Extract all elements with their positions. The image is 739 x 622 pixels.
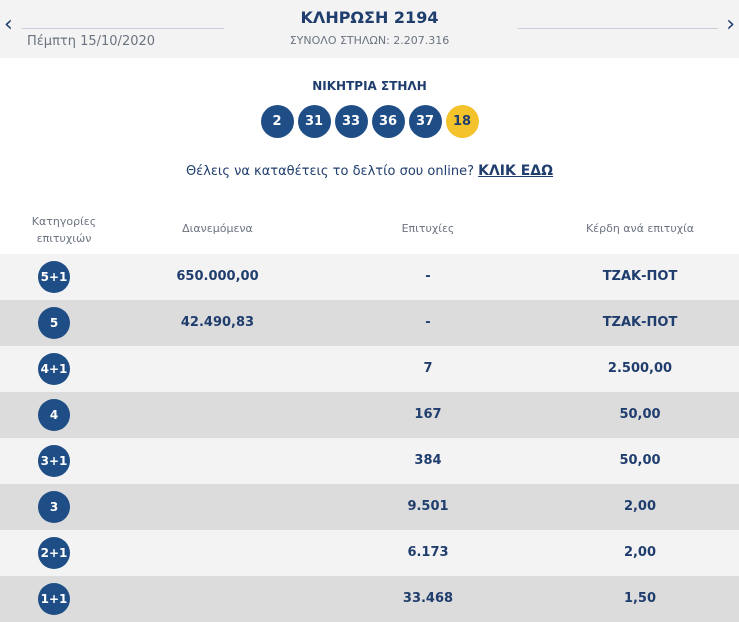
joker-number-ball: 18 [445, 105, 479, 138]
prize-per-winner: ΤΖΑΚ-ΠΟΤ [602, 269, 678, 284]
online-prompt-text: Θέλεις να καταθέτεις το δελτίο σου onlin… [185, 164, 479, 179]
winning-number-ball: 36 [371, 105, 405, 138]
table-header: Κατηγορίες επιτυχιών Διανεμόμενα Επιτυχί… [0, 205, 739, 253]
table-row: 5 42.490,83 - ΤΖΑΚ-ΠΟΤ [0, 300, 739, 346]
winners-count: - [425, 269, 431, 284]
category-badge: 1+1 [38, 583, 70, 615]
table-row: 4+1 7 2.500,00 [0, 346, 739, 392]
prize-per-winner: 2.500,00 [607, 361, 673, 376]
winners-count: 167 [414, 407, 442, 422]
distributed-amount: 650.000,00 [176, 269, 259, 284]
category-badge: 5 [38, 307, 70, 339]
prize-per-winner: 50,00 [619, 453, 661, 468]
winners-count: 6.173 [407, 545, 449, 560]
online-ticket-prompt: Θέλεις να καταθέτεις το δελτίο σου onlin… [0, 163, 739, 179]
distributed-amount [130, 392, 305, 438]
winning-number-ball: 2 [260, 105, 294, 138]
header-winners: Επιτυχίες [401, 222, 455, 235]
winners-count: 33.468 [402, 591, 454, 606]
click-here-link[interactable]: ΚΛΙΚ ΕΔΩ [478, 163, 554, 179]
winning-number-ball: 33 [334, 105, 368, 138]
winners-count: - [425, 315, 431, 330]
prize-per-winner: 1,50 [623, 591, 657, 606]
category-badge: 4 [38, 399, 70, 431]
winners-count: 384 [414, 453, 442, 468]
category-badge: 3 [38, 491, 70, 523]
draw-date: Πέμπτη 15/10/2020 [27, 34, 156, 49]
prize-per-winner: 2,00 [623, 499, 657, 514]
total-columns: ΣΥΝΟΛΟ ΣΤΗΛΩΝ: 2.207.316 [289, 34, 450, 47]
prize-per-winner: ΤΖΑΚ-ΠΟΤ [602, 315, 678, 330]
category-badge: 3+1 [38, 445, 70, 477]
winning-number-ball: 37 [408, 105, 442, 138]
winning-numbers: 2 31 33 36 37 18 [0, 105, 739, 138]
distributed-amount [130, 438, 305, 484]
next-draw-arrow-icon[interactable]: › [726, 12, 735, 37]
header-divider-left [22, 28, 224, 29]
distributed-amount [130, 484, 305, 530]
category-badge: 2+1 [38, 537, 70, 569]
winning-column-label: ΝΙΚΗΤΡΙΑ ΣΤΗΛΗ [312, 79, 427, 93]
header-divider-right [518, 28, 718, 29]
table-row: 4 167 50,00 [0, 392, 739, 438]
table-row: 3 9.501 2,00 [0, 484, 739, 530]
header-prize: Κέρδη ανά επιτυχία [585, 222, 695, 235]
draw-title: ΚΛΗΡΩΣΗ 2194 [300, 8, 439, 27]
distributed-amount [130, 530, 305, 576]
distributed-amount [130, 576, 305, 622]
table-row: 3+1 384 50,00 [0, 438, 739, 484]
header-distributed: Διανεμόμενα [182, 222, 253, 235]
winners-count: 9.501 [407, 499, 449, 514]
distributed-amount [130, 346, 305, 392]
header-category: Κατηγορίες επιτυχιών [31, 215, 97, 245]
winning-number-ball: 31 [297, 105, 331, 138]
prize-per-winner: 50,00 [619, 407, 661, 422]
previous-draw-arrow-icon[interactable]: ‹ [4, 12, 13, 37]
results-table: 5+1 650.000,00 - ΤΖΑΚ-ΠΟΤ 5 42.490,83 - … [0, 254, 739, 622]
table-row: 5+1 650.000,00 - ΤΖΑΚ-ΠΟΤ [0, 254, 739, 300]
draw-header: ‹ › Πέμπτη 15/10/2020 ΚΛΗΡΩΣΗ 2194 ΣΥΝΟΛ… [0, 0, 739, 58]
category-badge: 5+1 [38, 261, 70, 293]
winners-count: 7 [423, 361, 433, 376]
category-badge: 4+1 [38, 353, 70, 385]
table-row: 2+1 6.173 2,00 [0, 530, 739, 576]
prize-per-winner: 2,00 [623, 545, 657, 560]
distributed-amount: 42.490,83 [180, 315, 255, 330]
table-row: 1+1 33.468 1,50 [0, 576, 739, 622]
